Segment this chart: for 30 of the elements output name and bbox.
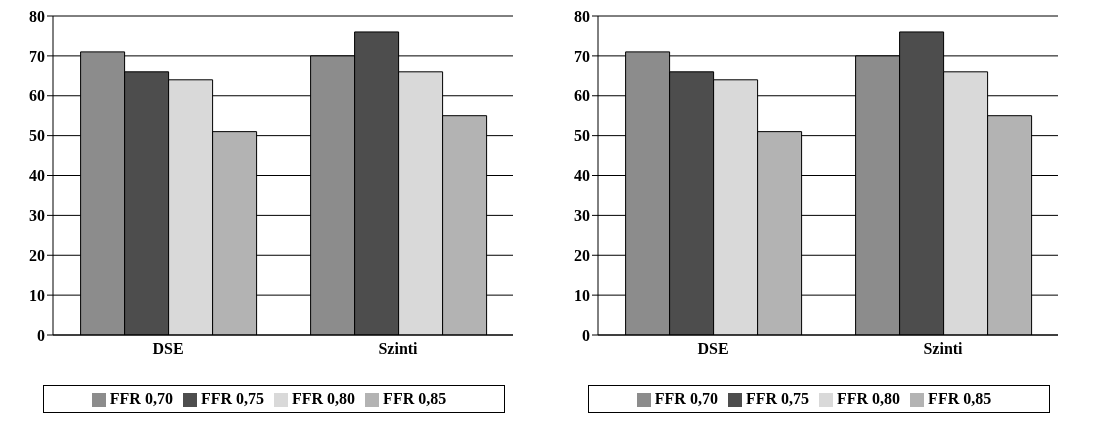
x-tick-label: DSE bbox=[697, 340, 729, 358]
y-tick-label: 20 bbox=[574, 246, 590, 264]
legend-label: FFR 0,80 bbox=[837, 390, 901, 407]
y-tick-label: 80 bbox=[574, 7, 590, 25]
y-tick-label: 70 bbox=[29, 47, 45, 65]
y-tick-label: 70 bbox=[574, 47, 590, 65]
y-tick-label: 80 bbox=[29, 7, 45, 25]
y-tick-label: 50 bbox=[29, 127, 45, 145]
y-tick-label: 60 bbox=[574, 87, 590, 105]
y-tick-label: 10 bbox=[29, 286, 45, 304]
y-tick-label: 0 bbox=[582, 326, 590, 344]
y-tick-label: 40 bbox=[29, 167, 45, 185]
y-tick-label: 50 bbox=[574, 127, 590, 145]
legend-label: FFR 0,70 bbox=[109, 390, 173, 407]
x-tick-label: DSE bbox=[152, 340, 184, 358]
legend-label: FFR 0,80 bbox=[292, 390, 356, 407]
legend-label: FFR 0,85 bbox=[383, 390, 447, 407]
legend-label: FFR 0,75 bbox=[745, 390, 809, 407]
legend-label: FFR 0,75 bbox=[200, 390, 264, 407]
y-tick-label: 10 bbox=[574, 286, 590, 304]
y-tick-label: 40 bbox=[574, 167, 590, 185]
y-tick-label: 30 bbox=[574, 207, 590, 225]
y-tick-label: 0 bbox=[37, 326, 45, 344]
y-tick-label: 60 bbox=[29, 87, 45, 105]
y-tick-label: 20 bbox=[29, 246, 45, 264]
legend-label: FFR 0,70 bbox=[654, 390, 718, 407]
y-tick-label: 30 bbox=[29, 207, 45, 225]
x-tick-label: Szinti bbox=[378, 340, 419, 358]
legend-label: FFR 0,85 bbox=[928, 390, 992, 407]
x-tick-label: Szinti bbox=[923, 340, 964, 358]
